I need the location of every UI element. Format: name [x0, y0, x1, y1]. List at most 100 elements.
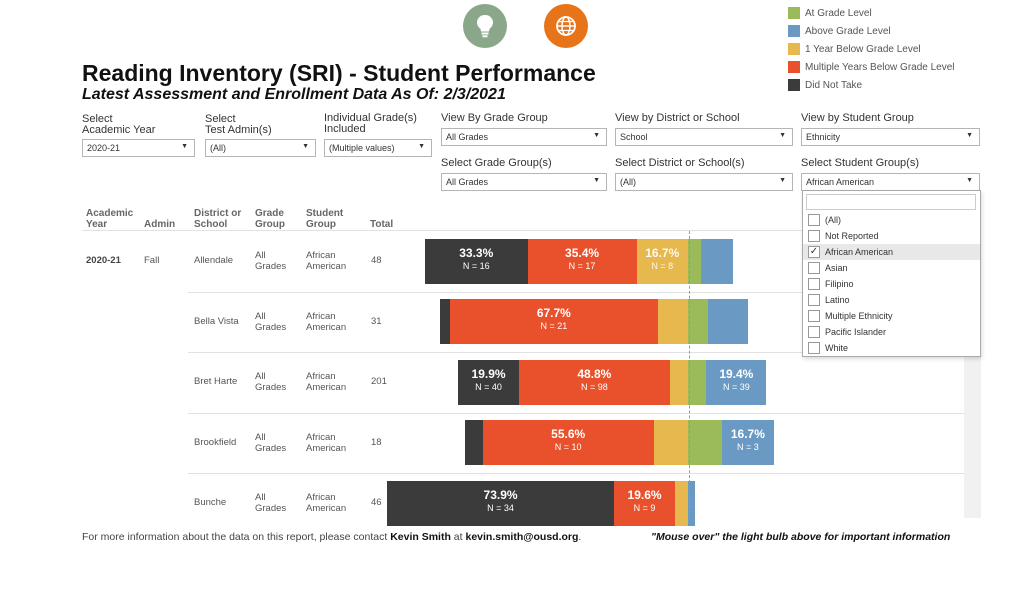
academic-year-select[interactable]: 2020-21 ▼: [82, 139, 195, 157]
dropdown-option[interactable]: Latino: [803, 292, 980, 308]
option-label: Pacific Islander: [825, 327, 887, 337]
header-line: Group: [306, 219, 336, 230]
student-group-line: African: [306, 310, 336, 322]
checkbox[interactable]: [808, 278, 820, 290]
test-admin-select[interactable]: (All) ▼: [205, 139, 316, 157]
dropdown-option[interactable]: Asian: [803, 260, 980, 276]
bar-segment[interactable]: [688, 238, 701, 284]
view-student-group-select[interactable]: Ethnicity ▼: [801, 128, 980, 146]
checkbox[interactable]: ✓: [808, 246, 820, 258]
data-label-percent: 55.6%: [551, 427, 586, 442]
legend-item: Did Not Take: [788, 76, 955, 94]
total-value: 31: [371, 315, 382, 327]
grade-group-line: All: [255, 371, 266, 383]
page-title: Reading Inventory (SRI) - Student Perfor…: [82, 60, 596, 86]
legend-item: At Grade Level: [788, 4, 955, 22]
bar-segment[interactable]: [482, 420, 654, 466]
data-label: 19.4% N = 39: [706, 367, 766, 394]
data-label: 19.6% N = 9: [614, 488, 674, 515]
col-head-admin: Admin: [144, 219, 176, 230]
dropdown-option[interactable]: Not Reported: [803, 228, 980, 244]
student-group-line: American: [306, 261, 347, 273]
checkbox[interactable]: [808, 214, 820, 226]
bar-segment[interactable]: [688, 359, 707, 405]
dropdown-option[interactable]: Filipino: [803, 276, 980, 292]
bar-segment[interactable]: [688, 299, 709, 345]
legend-label: At Grade Level: [805, 7, 872, 19]
student-group-line: American: [306, 442, 347, 454]
admin-value: Fall: [144, 255, 160, 266]
data-label-percent: 73.9%: [483, 487, 518, 502]
footer-text: For more information about the data on t…: [82, 531, 388, 543]
chevron-down-icon: ▼: [593, 177, 600, 184]
globe-button[interactable]: [544, 4, 588, 48]
page-subtitle: Latest Assessment and Enrollment Data As…: [82, 86, 506, 103]
contact-email[interactable]: kevin.smith@ousd.org: [465, 531, 579, 543]
data-label-percent: 16.7%: [730, 427, 765, 442]
data-label: 55.6% N = 10: [483, 428, 654, 454]
checkbox[interactable]: [808, 230, 820, 242]
bar-segment[interactable]: [527, 238, 637, 284]
lightbulb-icon: [477, 15, 493, 38]
select-student-group-label: Select Student Group(s): [801, 157, 920, 169]
dropdown-option[interactable]: ✓ African American: [803, 244, 980, 260]
checkbox[interactable]: [808, 294, 820, 306]
header-line: Grade: [255, 208, 284, 219]
bar-segment[interactable]: [688, 480, 695, 526]
bar-segment[interactable]: [688, 420, 723, 466]
grades-included-label: Individual Grade(s) Included: [324, 113, 417, 135]
grades-included-select[interactable]: (Multiple values) ▼: [324, 139, 432, 157]
student-group-dropdown[interactable]: (All) Not Reported ✓ African American Asian F…: [802, 190, 981, 357]
dropdown-option[interactable]: Pacific Islander: [803, 324, 980, 340]
bar-segment[interactable]: [669, 359, 688, 405]
select-district-school-select[interactable]: (All) ▼: [615, 173, 793, 191]
bar-segment[interactable]: [614, 480, 675, 526]
dropdown-search-input[interactable]: [806, 194, 976, 210]
bar-segment[interactable]: [700, 238, 733, 284]
data-label-count: N = 39: [722, 381, 750, 392]
grade-group-line: Grades: [255, 442, 287, 454]
row-divider: [188, 412, 964, 414]
bar-segment[interactable]: [674, 480, 688, 526]
option-label: Asian: [825, 263, 848, 273]
bar-segment[interactable]: [653, 420, 688, 466]
lightbulb-button[interactable]: [463, 4, 507, 48]
bar-segment[interactable]: [424, 238, 528, 284]
view-grade-group-select[interactable]: All Grades ▼: [441, 128, 607, 146]
bar-segment[interactable]: [457, 359, 520, 405]
bar-segment[interactable]: [706, 359, 767, 405]
select-district-school-label: Select District or School(s): [615, 157, 745, 169]
bar-segment[interactable]: [636, 238, 688, 284]
label-line: Individual Grade(s): [324, 112, 417, 124]
select-value: 2020-21: [87, 143, 121, 153]
bar-segment[interactable]: [708, 299, 748, 345]
dropdown-option[interactable]: (All): [803, 212, 980, 228]
bar-segment[interactable]: [386, 480, 615, 526]
label-line: Academic Year: [82, 124, 156, 136]
checkbox[interactable]: [808, 342, 820, 354]
option-label: (All): [825, 215, 841, 225]
col-head-student-group: Student Group: [306, 208, 343, 230]
select-value: School: [620, 132, 648, 142]
view-district-school-select[interactable]: School ▼: [615, 128, 793, 146]
grade-group: All Grades: [255, 492, 286, 514]
bar-segment[interactable]: [439, 299, 450, 345]
bar-segment[interactable]: [449, 299, 659, 345]
checkbox[interactable]: [808, 310, 820, 322]
option-label: Multiple Ethnicity: [825, 311, 893, 321]
bar-segment[interactable]: [465, 420, 483, 466]
bar-segment[interactable]: [519, 359, 670, 405]
select-grade-group-select[interactable]: All Grades ▼: [441, 173, 607, 191]
bar-segment[interactable]: [658, 299, 688, 345]
select-value: All Grades: [446, 177, 489, 187]
grade-group-line: Grades: [255, 382, 287, 394]
dropdown-option[interactable]: White: [803, 340, 980, 356]
dropdown-option[interactable]: Multiple Ethnicity: [803, 308, 980, 324]
bar-segment[interactable]: [722, 420, 774, 466]
select-value: All Grades: [446, 132, 489, 142]
select-student-group-select[interactable]: African American ▼: [801, 173, 980, 191]
checkbox[interactable]: [808, 262, 820, 274]
year-value: 2020-21: [86, 255, 121, 266]
checkbox[interactable]: [808, 326, 820, 338]
header-divider: [82, 230, 964, 231]
